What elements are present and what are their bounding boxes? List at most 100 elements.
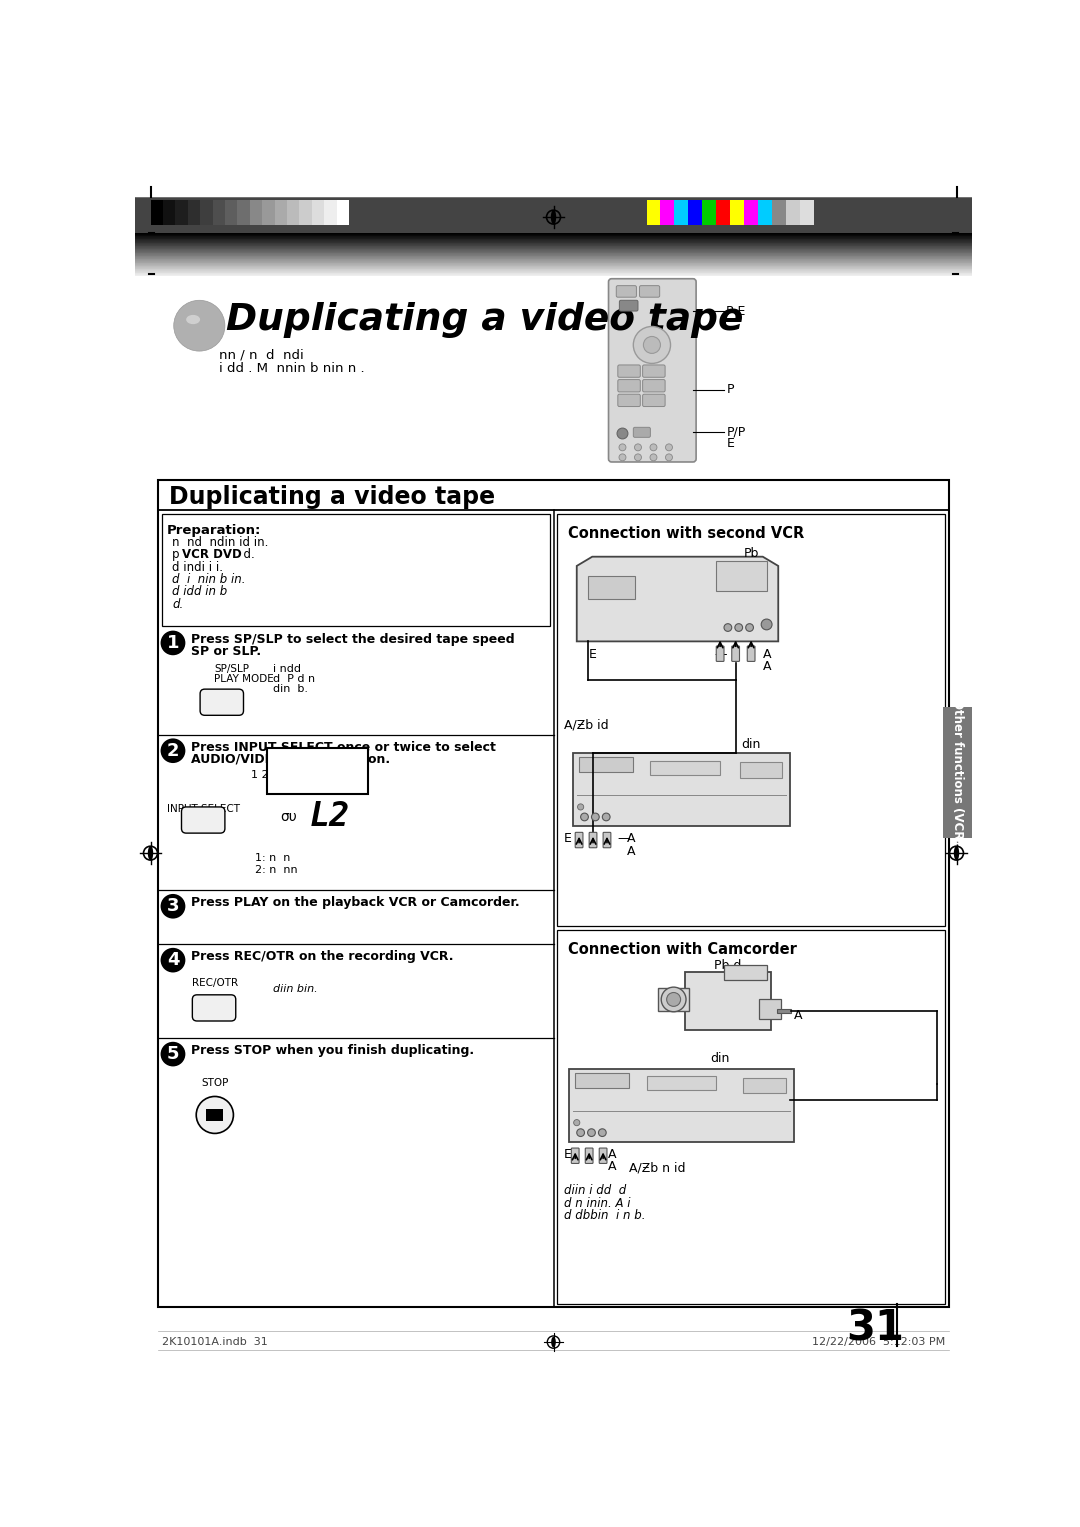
- FancyBboxPatch shape: [643, 394, 665, 406]
- FancyBboxPatch shape: [643, 380, 665, 392]
- Text: A: A: [608, 1148, 617, 1161]
- Bar: [299, 200, 312, 224]
- Text: d indi i i.: d indi i i.: [172, 560, 224, 574]
- Circle shape: [581, 812, 589, 822]
- Text: d dbbin  i n b.: d dbbin i n b.: [564, 1209, 645, 1222]
- Text: —: —: [618, 832, 631, 846]
- Text: 1 2 i  n  di: 1 2 i n di: [252, 770, 307, 780]
- Text: A: A: [627, 832, 636, 846]
- Text: A: A: [627, 844, 636, 858]
- Bar: [759, 1000, 781, 1019]
- Bar: [267, 748, 367, 794]
- Text: συ: συ: [281, 809, 297, 825]
- Bar: [777, 1009, 791, 1014]
- FancyBboxPatch shape: [617, 286, 636, 298]
- Circle shape: [592, 812, 599, 822]
- Bar: [744, 200, 758, 224]
- Bar: [249, 200, 262, 224]
- Text: P E: P E: [727, 304, 745, 318]
- FancyBboxPatch shape: [639, 286, 660, 298]
- FancyBboxPatch shape: [192, 994, 235, 1022]
- Bar: [716, 200, 730, 224]
- Text: SP/SLP: SP/SLP: [214, 664, 249, 673]
- FancyBboxPatch shape: [200, 689, 243, 715]
- Circle shape: [633, 327, 671, 363]
- Text: d n inin. A i: d n inin. A i: [564, 1197, 630, 1209]
- Bar: [740, 762, 782, 777]
- FancyBboxPatch shape: [747, 646, 755, 661]
- Text: 2K10101A.indb  31: 2K10101A.indb 31: [162, 1338, 268, 1347]
- Circle shape: [650, 444, 657, 450]
- Polygon shape: [577, 557, 779, 641]
- FancyBboxPatch shape: [732, 646, 740, 661]
- Text: —: —: [714, 647, 727, 661]
- Bar: [557, 515, 945, 927]
- Bar: [576, 1072, 630, 1089]
- Bar: [647, 200, 661, 224]
- Ellipse shape: [954, 846, 959, 860]
- Text: i ndd: i ndd: [273, 664, 301, 673]
- Circle shape: [598, 1128, 606, 1136]
- Bar: [287, 200, 299, 224]
- Text: Other functions (VCR): Other functions (VCR): [950, 699, 963, 844]
- Circle shape: [619, 444, 626, 450]
- Text: din  b.: din b.: [273, 684, 308, 693]
- Bar: [685, 973, 770, 1031]
- Text: A: A: [762, 647, 771, 661]
- Circle shape: [174, 301, 225, 351]
- FancyBboxPatch shape: [716, 646, 724, 661]
- Bar: [238, 200, 249, 224]
- Circle shape: [603, 812, 610, 822]
- Bar: [213, 200, 225, 224]
- Text: 3: 3: [166, 898, 179, 915]
- Bar: [724, 965, 767, 980]
- Circle shape: [577, 1128, 584, 1136]
- Circle shape: [665, 444, 673, 450]
- Text: VCR DVD: VCR DVD: [181, 548, 241, 562]
- Text: d.: d.: [172, 597, 184, 611]
- Circle shape: [573, 1119, 580, 1125]
- FancyBboxPatch shape: [618, 394, 640, 406]
- Bar: [650, 760, 720, 774]
- Bar: [274, 200, 287, 224]
- Bar: [572, 753, 789, 826]
- FancyBboxPatch shape: [576, 832, 583, 847]
- Circle shape: [161, 948, 186, 973]
- Bar: [743, 1078, 786, 1093]
- Circle shape: [666, 993, 680, 1006]
- Text: E: E: [564, 832, 571, 846]
- Circle shape: [588, 1128, 595, 1136]
- Text: diin bin.: diin bin.: [273, 983, 318, 994]
- Bar: [159, 479, 948, 1307]
- Bar: [658, 988, 689, 1011]
- Text: 12/22/2006  5:12:03 PM: 12/22/2006 5:12:03 PM: [812, 1338, 945, 1347]
- FancyBboxPatch shape: [571, 1148, 579, 1164]
- Text: Connection with Camcorder: Connection with Camcorder: [568, 942, 797, 957]
- Text: diin i dd  d: diin i dd d: [564, 1185, 625, 1197]
- Circle shape: [724, 623, 732, 631]
- FancyBboxPatch shape: [619, 301, 638, 312]
- Bar: [688, 200, 702, 224]
- Text: din: din: [742, 738, 760, 751]
- Bar: [589, 576, 635, 599]
- Text: Duplicating a video tape: Duplicating a video tape: [170, 484, 496, 508]
- Text: A: A: [608, 1161, 617, 1173]
- Bar: [730, 200, 744, 224]
- Circle shape: [617, 428, 627, 438]
- Text: Pb: Pb: [743, 547, 759, 560]
- Text: Preparation:: Preparation:: [166, 524, 261, 536]
- Text: INPUT SELECT: INPUT SELECT: [166, 803, 240, 814]
- FancyBboxPatch shape: [608, 279, 697, 463]
- Text: Connection with second VCR: Connection with second VCR: [568, 525, 805, 541]
- Bar: [162, 515, 550, 626]
- Circle shape: [619, 454, 626, 461]
- Text: Press SP/SLP to select the desired tape speed: Press SP/SLP to select the desired tape …: [191, 632, 514, 646]
- Text: Press REC/OTR on the recording VCR.: Press REC/OTR on the recording VCR.: [191, 950, 454, 964]
- Circle shape: [197, 1096, 233, 1133]
- Text: p: p: [172, 548, 194, 562]
- Bar: [163, 200, 175, 224]
- Text: SP or SLP.: SP or SLP.: [191, 646, 261, 658]
- Text: 4: 4: [166, 951, 179, 970]
- Bar: [312, 200, 324, 224]
- Text: d idd in b: d idd in b: [172, 585, 228, 599]
